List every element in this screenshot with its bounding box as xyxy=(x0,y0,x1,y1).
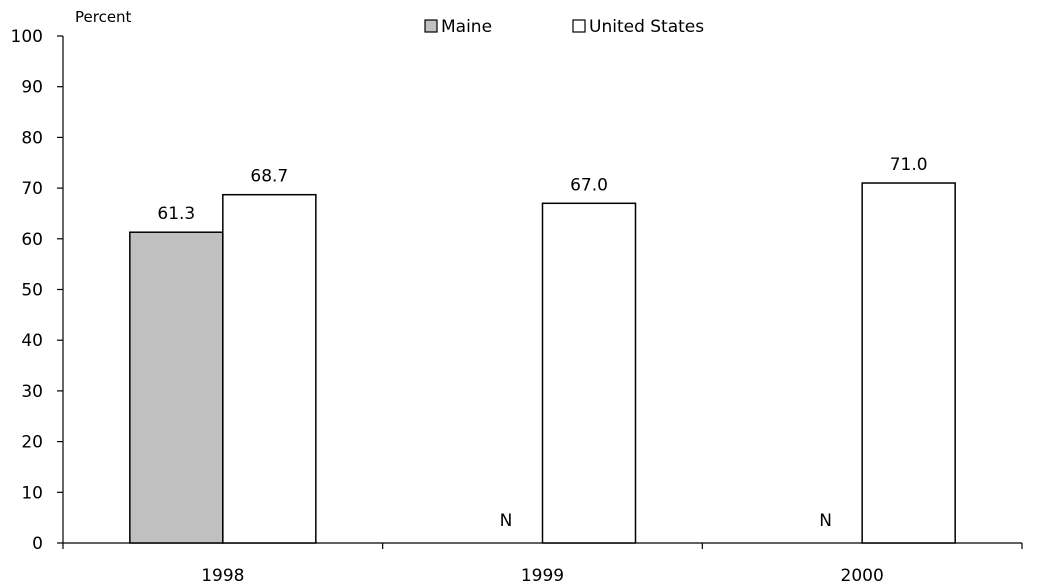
y-tick-label: 10 xyxy=(21,483,43,503)
y-tick-label: 0 xyxy=(32,534,43,554)
legend-swatch xyxy=(424,19,438,33)
y-axis-title: Percent xyxy=(75,8,132,26)
y-tick-label: 30 xyxy=(21,382,43,402)
legend-label: Maine xyxy=(441,17,492,37)
data-labels: 61.3 68.7 N 67.0 N 71.0 xyxy=(157,155,927,531)
x-tick-label: 1998 xyxy=(201,566,244,586)
bar-united-states xyxy=(222,193,317,544)
y-tick-label: 20 xyxy=(21,433,43,453)
legend-swatch xyxy=(572,19,586,33)
y-tick-label: 50 xyxy=(21,281,43,301)
legend-label: United States xyxy=(589,17,704,37)
y-tick-label: 40 xyxy=(21,331,43,351)
bar-united-states xyxy=(861,182,956,544)
legend: Maine United States xyxy=(424,17,704,37)
bars xyxy=(129,182,956,544)
y-tick-label: 70 xyxy=(21,179,43,199)
bar-maine xyxy=(129,231,224,544)
y-tick-label: 60 xyxy=(21,230,43,250)
data-label: 71.0 xyxy=(890,155,928,175)
data-label: 68.7 xyxy=(250,167,288,187)
y-axis: 0 10 20 30 40 50 60 70 80 90 100 xyxy=(11,27,64,554)
data-label-not-available: N xyxy=(819,511,832,531)
y-tick-label: 90 xyxy=(21,78,43,98)
bar-united-states xyxy=(541,202,637,544)
data-label: 61.3 xyxy=(157,204,195,224)
x-tick-label: 2000 xyxy=(841,566,884,586)
y-tick-label: 100 xyxy=(11,27,43,47)
y-tick-label: 80 xyxy=(21,128,43,148)
x-tick-label: 1999 xyxy=(521,566,564,586)
data-label: 67.0 xyxy=(570,175,608,195)
x-axis: 1998 1999 2000 xyxy=(62,542,1023,586)
data-label-not-available: N xyxy=(500,511,513,531)
